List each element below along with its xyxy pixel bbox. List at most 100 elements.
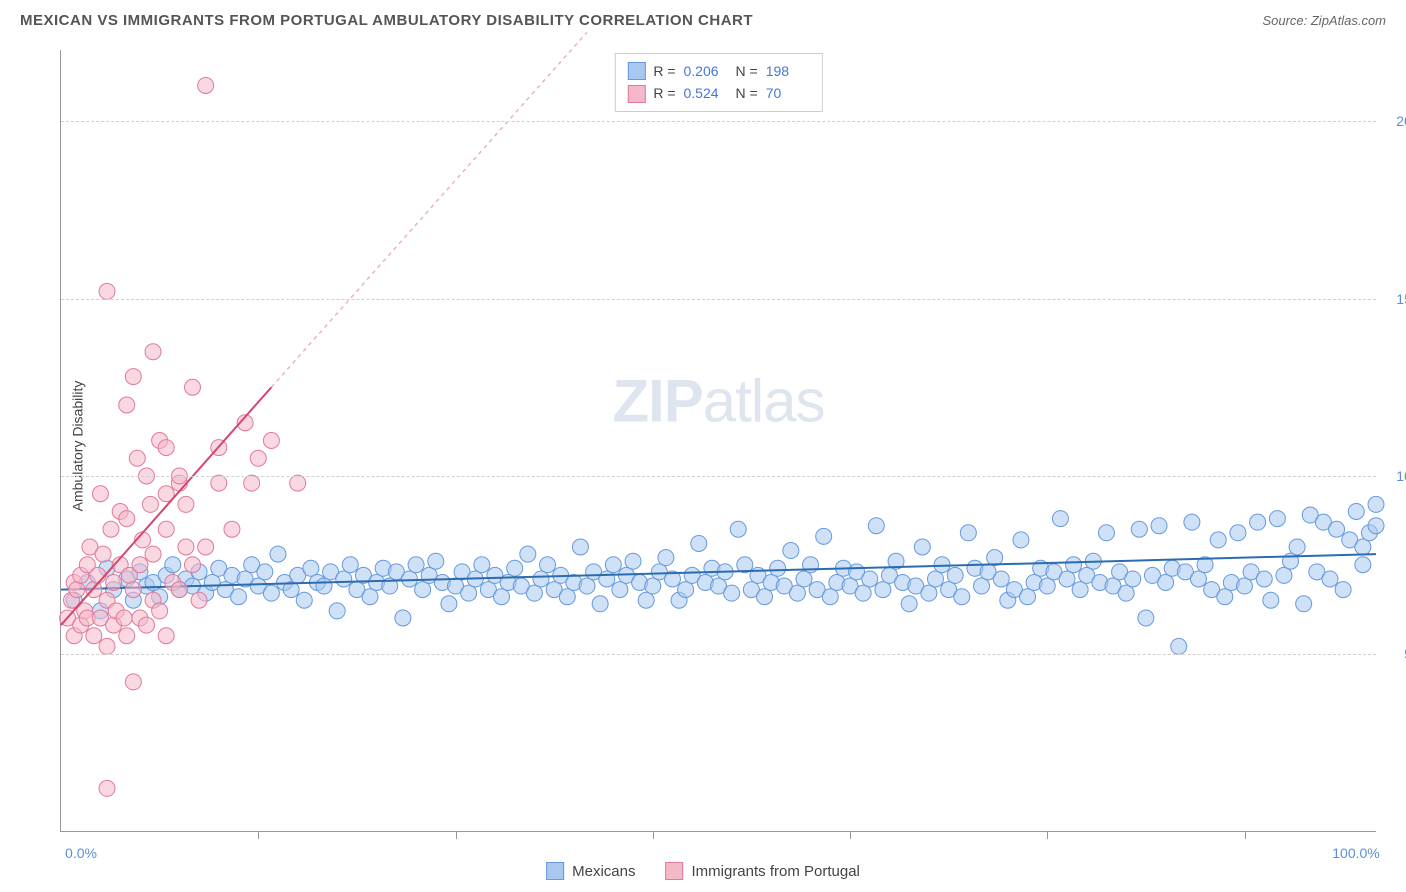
data-point [142, 496, 158, 512]
data-point [1335, 582, 1351, 598]
legend-bottom: MexicansImmigrants from Portugal [546, 862, 860, 880]
data-point [171, 582, 187, 598]
data-point [178, 496, 194, 512]
data-point [1368, 496, 1384, 512]
data-point [99, 780, 115, 796]
data-point [1190, 571, 1206, 587]
data-point [559, 589, 575, 605]
data-point [855, 585, 871, 601]
data-point [678, 582, 694, 598]
y-tick-label: 20.0% [1381, 113, 1406, 129]
data-point [1098, 525, 1114, 541]
data-point [1250, 514, 1266, 530]
data-point [691, 535, 707, 551]
data-point [342, 557, 358, 573]
data-point [270, 546, 286, 562]
x-tick [1245, 831, 1246, 839]
data-point [92, 486, 108, 502]
data-point [178, 539, 194, 555]
data-point [1118, 585, 1134, 601]
data-point [329, 603, 345, 619]
data-point [99, 283, 115, 299]
grid-line [61, 654, 1376, 655]
data-point [86, 628, 102, 644]
header: MEXICAN VS IMMIGRANTS FROM PORTUGAL AMBU… [0, 0, 1406, 40]
data-point [599, 571, 615, 587]
data-point [1355, 539, 1371, 555]
x-tick [456, 831, 457, 839]
data-point [914, 539, 930, 555]
data-point [1210, 532, 1226, 548]
data-point [401, 571, 417, 587]
data-point [927, 571, 943, 587]
data-point [974, 578, 990, 594]
data-point [99, 638, 115, 654]
y-tick-label: 15.0% [1381, 291, 1406, 307]
source-label: Source: ZipAtlas.com [1262, 13, 1386, 28]
data-point [185, 379, 201, 395]
data-point [730, 521, 746, 537]
data-point [158, 521, 174, 537]
swatch-icon [665, 862, 683, 880]
trend-line-dashed [271, 32, 587, 387]
data-point [474, 557, 490, 573]
legend-item: Mexicans [546, 862, 635, 880]
data-point [191, 592, 207, 608]
data-point [1066, 557, 1082, 573]
data-point [119, 397, 135, 413]
x-tick [653, 831, 654, 839]
data-point [1348, 504, 1364, 520]
data-point [263, 433, 279, 449]
grid-line [61, 299, 1376, 300]
data-point [1125, 571, 1141, 587]
data-point [395, 610, 411, 626]
data-point [993, 571, 1009, 587]
data-point [658, 550, 674, 566]
data-point [645, 578, 661, 594]
legend-label: Mexicans [572, 863, 635, 880]
data-point [1184, 514, 1200, 530]
data-point [69, 582, 85, 598]
data-point [816, 528, 832, 544]
y-tick-label: 10.0% [1381, 468, 1406, 484]
data-point [520, 546, 536, 562]
data-point [119, 628, 135, 644]
data-point [290, 475, 306, 491]
data-point [158, 628, 174, 644]
data-point [125, 582, 141, 598]
data-point [296, 592, 312, 608]
data-point [132, 557, 148, 573]
data-point [198, 78, 214, 94]
data-point [526, 585, 542, 601]
data-point [103, 521, 119, 537]
data-point [1355, 557, 1371, 573]
grid-line [61, 476, 1376, 477]
data-point [612, 582, 628, 598]
x-tick-label: 0.0% [65, 845, 97, 861]
data-point [1230, 525, 1246, 541]
legend-row-portugal: R = 0.524 N = 70 [627, 82, 809, 104]
data-point [263, 585, 279, 601]
data-point [106, 575, 122, 591]
data-point [224, 521, 240, 537]
data-point [921, 585, 937, 601]
data-point [1296, 596, 1312, 612]
data-point [1217, 589, 1233, 605]
data-point [362, 589, 378, 605]
data-point [724, 585, 740, 601]
data-point [1020, 589, 1036, 605]
data-point [507, 560, 523, 576]
data-point [441, 596, 457, 612]
data-point [211, 475, 227, 491]
chart-area: ZIPatlas R = 0.206 N = 198 R = 0.524 N =… [60, 50, 1376, 832]
data-point [145, 344, 161, 360]
data-point [1322, 571, 1338, 587]
x-tick [850, 831, 851, 839]
data-point [244, 475, 260, 491]
data-point [1256, 571, 1272, 587]
x-tick [1047, 831, 1048, 839]
data-point [1059, 571, 1075, 587]
swatch-icon [627, 85, 645, 103]
data-point [1329, 521, 1345, 537]
data-point [1237, 578, 1253, 594]
